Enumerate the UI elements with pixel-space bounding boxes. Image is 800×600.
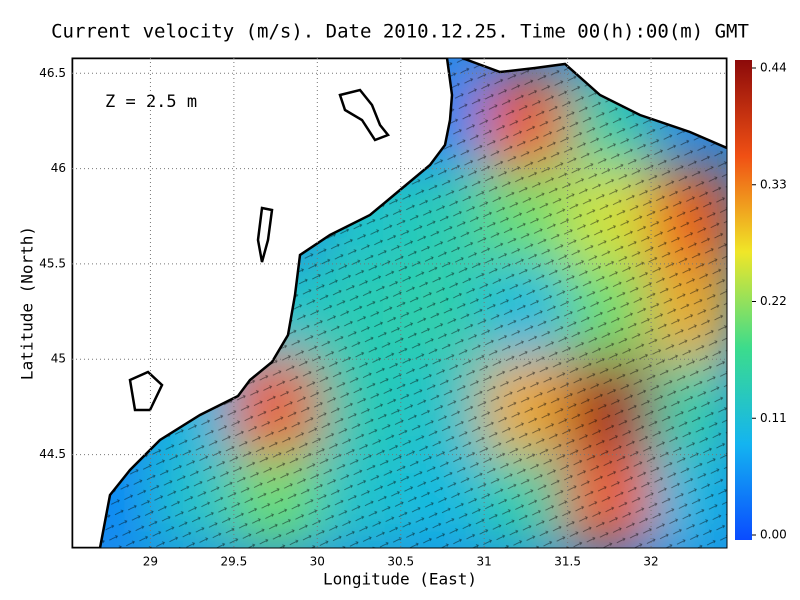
land-east: [461, 58, 727, 150]
plot-area: [72, 58, 727, 548]
lake: [338, 88, 391, 142]
colorbar-tick-label: 0.33: [760, 177, 787, 191]
x-tick-label: 31.5: [554, 555, 581, 569]
land-west: [72, 58, 454, 548]
x-axis-label: Longitude (East): [323, 570, 477, 589]
x-tick-label: 30.5: [387, 555, 414, 569]
colorbar-tick-label: 0.00: [760, 528, 787, 542]
x-tick-label: 29.5: [221, 555, 248, 569]
colorbar-tick-label: 0.44: [760, 61, 787, 75]
plot-frame: [71, 57, 728, 549]
y-tick-label: 45: [51, 352, 66, 366]
x-tick-label: 29: [143, 555, 158, 569]
y-axis-label: Latitude (North): [18, 226, 37, 380]
colorbar-tick-label: 0.22: [760, 294, 787, 308]
y-tick-label: 46.5: [39, 66, 66, 80]
x-tick-label: 30: [310, 555, 325, 569]
y-tick-label: 44.5: [39, 447, 66, 461]
chart-title: Current velocity (m/s). Date 2010.12.25.…: [51, 21, 749, 43]
x-tick-label: 31: [477, 555, 492, 569]
coast-detail: [128, 206, 274, 412]
y-tick-label: 45.5: [39, 256, 66, 270]
colorbar-tick-label: 0.11: [760, 411, 787, 425]
depth-annotation: Z = 2.5 m: [105, 92, 197, 112]
y-tick-label: 46: [51, 161, 66, 175]
colorbar: [735, 60, 752, 540]
x-tick-label: 32: [643, 555, 658, 569]
